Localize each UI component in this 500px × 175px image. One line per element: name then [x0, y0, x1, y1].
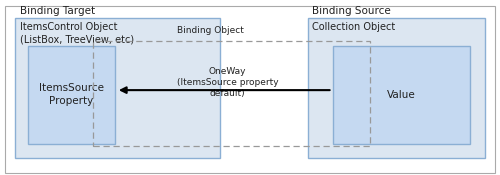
- Text: Value: Value: [387, 89, 416, 100]
- FancyBboxPatch shape: [332, 46, 470, 144]
- Text: Binding Target: Binding Target: [20, 6, 95, 16]
- Text: ItemsControl Object
(ListBox, TreeView, etc): ItemsControl Object (ListBox, TreeView, …: [20, 22, 134, 44]
- Text: Binding Source: Binding Source: [312, 6, 391, 16]
- Text: Binding Object: Binding Object: [176, 26, 244, 35]
- Text: OneWay
(ItemsSource property
default): OneWay (ItemsSource property default): [176, 66, 278, 98]
- Text: ItemsSource
Property: ItemsSource Property: [39, 83, 104, 106]
- FancyBboxPatch shape: [308, 18, 485, 158]
- Text: Collection Object: Collection Object: [312, 22, 396, 32]
- FancyBboxPatch shape: [28, 46, 115, 144]
- FancyBboxPatch shape: [15, 18, 220, 158]
